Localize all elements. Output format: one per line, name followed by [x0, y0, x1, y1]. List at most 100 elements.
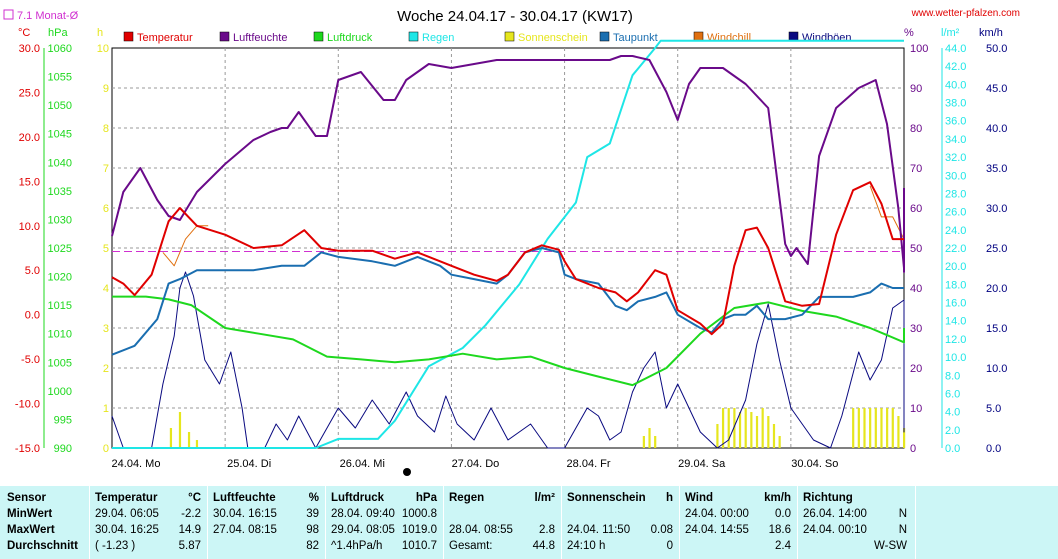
temp-unit: °C [188, 492, 201, 504]
tick-label-temperature: 15.0 [19, 176, 40, 188]
pres-header: Luftdruck [331, 492, 385, 504]
sun-unit: h [665, 492, 673, 504]
tick-label-humidity: 30 [910, 323, 922, 335]
axis-rain: 44.0 42.0 40.0 38.0 36.0 34.0 32.0 30.0 28.0 26.0… [945, 43, 966, 455]
sunshine-bar [721, 408, 725, 448]
tick-label-pressure: 1025 [48, 243, 72, 255]
hum-max-time: 27.04. 08:15 [213, 524, 277, 536]
tick-label-rain: 16.0 [945, 298, 966, 310]
tick-label-wind: 15.0 [986, 323, 1007, 335]
hum-avg: 82 [306, 540, 319, 552]
tick-label-pressure: 1010 [48, 329, 72, 341]
series-line-temp [111, 181, 904, 336]
dir-min: N [898, 508, 907, 520]
hum-unit: % [308, 492, 319, 504]
tick-label-wind: 45.0 [986, 83, 1007, 95]
tick-label-humidity: 80 [910, 123, 922, 135]
grid [112, 48, 904, 448]
tick-label-wind: 10.0 [986, 363, 1007, 375]
tick-label-temperature: 25.0 [19, 87, 40, 99]
tick-label-sunshine: 5 [103, 243, 109, 255]
wind-min-time: 24.04. 00:00 [685, 508, 749, 520]
tick-label-sunshine: 0 [103, 443, 109, 455]
tick-label-rain: 30.0 [945, 170, 966, 182]
legend-label: Windböen [802, 32, 852, 44]
legend-label: Temperatur [137, 32, 193, 44]
sunshine-bar [903, 428, 906, 448]
rain-total: 44.8 [532, 540, 555, 552]
legend-swatch [313, 31, 324, 42]
pres-avg: 1010.7 [401, 540, 437, 552]
tick-label-rain: 4.0 [945, 407, 960, 419]
watermark: www.wetter-pfalzen.com [911, 8, 1020, 19]
sun-avg: 0 [666, 540, 673, 552]
tick-label-pressure: 995 [54, 414, 72, 426]
series-line-gust [111, 271, 905, 449]
sunshine-bar [648, 428, 651, 448]
tick-label-pressure: 1000 [48, 386, 72, 398]
tick-label-temperature: 5.0 [25, 265, 40, 277]
weather-chart: Woche 24.04.17 - 30.04.17 (KW17) www.wet… [3, 8, 1020, 476]
legend-label: Regen [422, 32, 454, 44]
tick-label-pressure: 1030 [48, 214, 72, 226]
tick-label-wind: 0.0 [986, 443, 1001, 455]
stats-row-min: MinWert [7, 508, 53, 520]
sunshine-bar [727, 408, 730, 448]
rain-unit: l/m² [534, 492, 555, 504]
tick-label-rain: 8.0 [945, 370, 960, 382]
tick-label-wind: 25.0 [986, 243, 1007, 255]
sunshine-bar [750, 412, 753, 448]
series-line-hum [111, 55, 905, 273]
legend-swatch [788, 31, 799, 42]
tick-label-pressure: 1005 [48, 357, 72, 369]
x-tick-label: 24.04. Mo [112, 458, 161, 470]
tick-label-rain: 24.0 [945, 225, 966, 237]
rain-header: Regen [449, 492, 485, 504]
wind-max: 18.6 [768, 524, 791, 536]
sun-avg-note: 24:10 h [567, 540, 606, 552]
tick-label-rain: 42.0 [945, 61, 966, 73]
tick-label-pressure: 1020 [48, 272, 72, 284]
statistics-table: Sensor MinWert MaxWert Durchschnitt Temp… [0, 486, 1058, 559]
sunshine-bar [778, 436, 781, 448]
legend-swatch [219, 31, 230, 42]
legend-swatch [123, 31, 134, 42]
tick-label-rain: 6.0 [945, 388, 960, 400]
rain-total-label: Gesamt: [449, 540, 493, 552]
series-line-chill [162, 185, 905, 267]
dir-min-time: 26.04. 14:00 [803, 508, 867, 520]
sun-max: 0.08 [650, 524, 673, 536]
legend-label: Windchill [707, 32, 751, 44]
tick-label-pressure: 1040 [48, 157, 72, 169]
stats-row-max: MaxWert [7, 524, 55, 536]
tick-label-sunshine: 2 [103, 363, 109, 375]
unit-pressure: hPa [48, 27, 68, 39]
sunshine-bar [897, 416, 900, 448]
sun-header: Sonnenschein [567, 492, 646, 504]
sunshine-bar [857, 408, 860, 448]
x-tick-label: 25.04. Di [227, 458, 271, 470]
tick-label-sunshine: 3 [103, 323, 109, 335]
sunshine-bar [869, 408, 872, 448]
temp-max-time: 30.04. 16:25 [95, 524, 159, 536]
tick-label-sunshine: 4 [103, 283, 109, 295]
stats-col-direction: Richtung 26.04. 14:00 N 24.04. 00:10 N W… [797, 486, 915, 559]
tick-label-rain: 2.0 [945, 425, 960, 437]
tick-label-rain: 40.0 [945, 79, 966, 91]
tick-label-rain: 22.0 [945, 243, 966, 255]
tick-label-humidity: 60 [910, 203, 922, 215]
unit-wind: km/h [979, 27, 1003, 39]
tick-label-wind: 35.0 [986, 163, 1007, 175]
pres-avg-note: ^1.4hPa/h [331, 540, 383, 552]
x-axis-labels: 24.04. Mo 25.04. Di 26.04. Mi 27.04. Do 28.0… [112, 458, 839, 470]
sunshine-bar [874, 408, 877, 448]
tick-label-pressure: 1055 [48, 72, 72, 84]
sunshine-bar [744, 408, 747, 448]
wind-min: 0.0 [775, 508, 791, 520]
plot-area [111, 39, 906, 449]
temp-max: 14.9 [178, 524, 201, 536]
stats-col-empty [915, 486, 1058, 559]
axis-wind: 50.0 45.0 40.0 35.0 30.0 25.0 20.0 15.0 10.0 5.0 0… [986, 43, 1007, 455]
tick-label-sunshine: 1 [103, 403, 109, 415]
series-line-dew [111, 247, 904, 356]
